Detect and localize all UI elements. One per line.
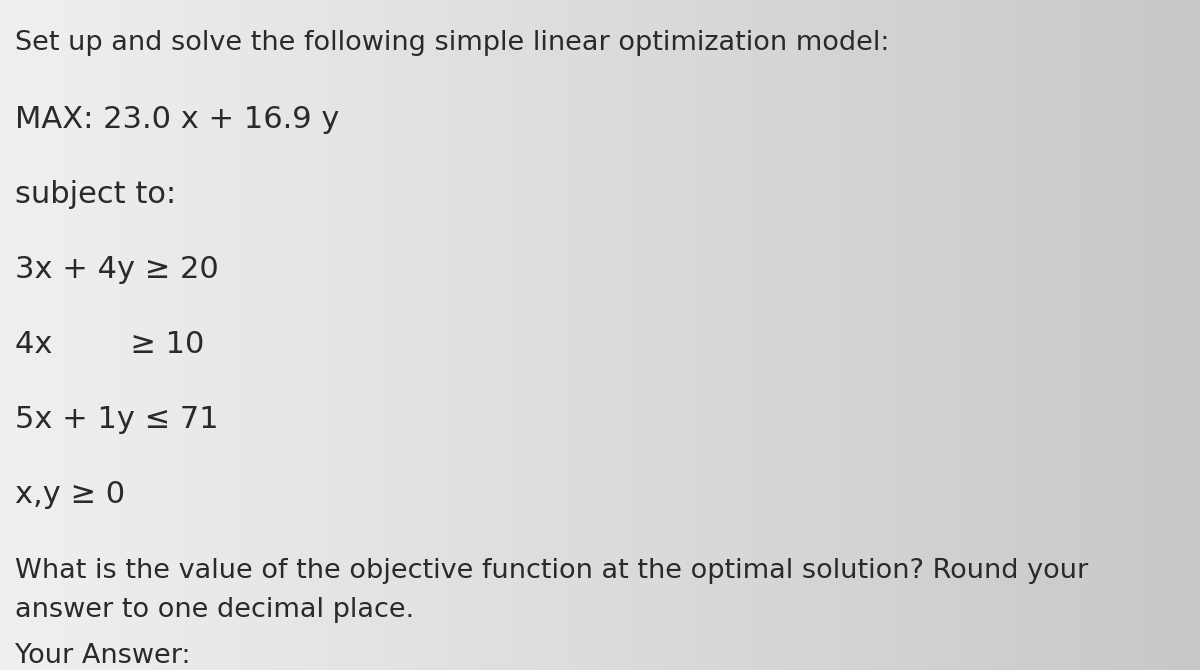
Text: 5x + 1y ≤ 71: 5x + 1y ≤ 71 [14, 405, 218, 434]
Text: Your Answer:: Your Answer: [14, 643, 191, 669]
Text: 4x        ≥ 10: 4x ≥ 10 [14, 330, 204, 359]
Text: subject to:: subject to: [14, 180, 176, 209]
Text: answer to one decimal place.: answer to one decimal place. [14, 597, 414, 623]
Text: 3x + 4y ≥ 20: 3x + 4y ≥ 20 [14, 255, 218, 284]
Text: Set up and solve the following simple linear optimization model:: Set up and solve the following simple li… [14, 30, 889, 56]
Text: MAX: 23.0 x + 16.9 y: MAX: 23.0 x + 16.9 y [14, 105, 340, 134]
Text: What is the value of the objective function at the optimal solution? Round your: What is the value of the objective funct… [14, 558, 1088, 584]
Text: x,y ≥ 0: x,y ≥ 0 [14, 480, 125, 509]
